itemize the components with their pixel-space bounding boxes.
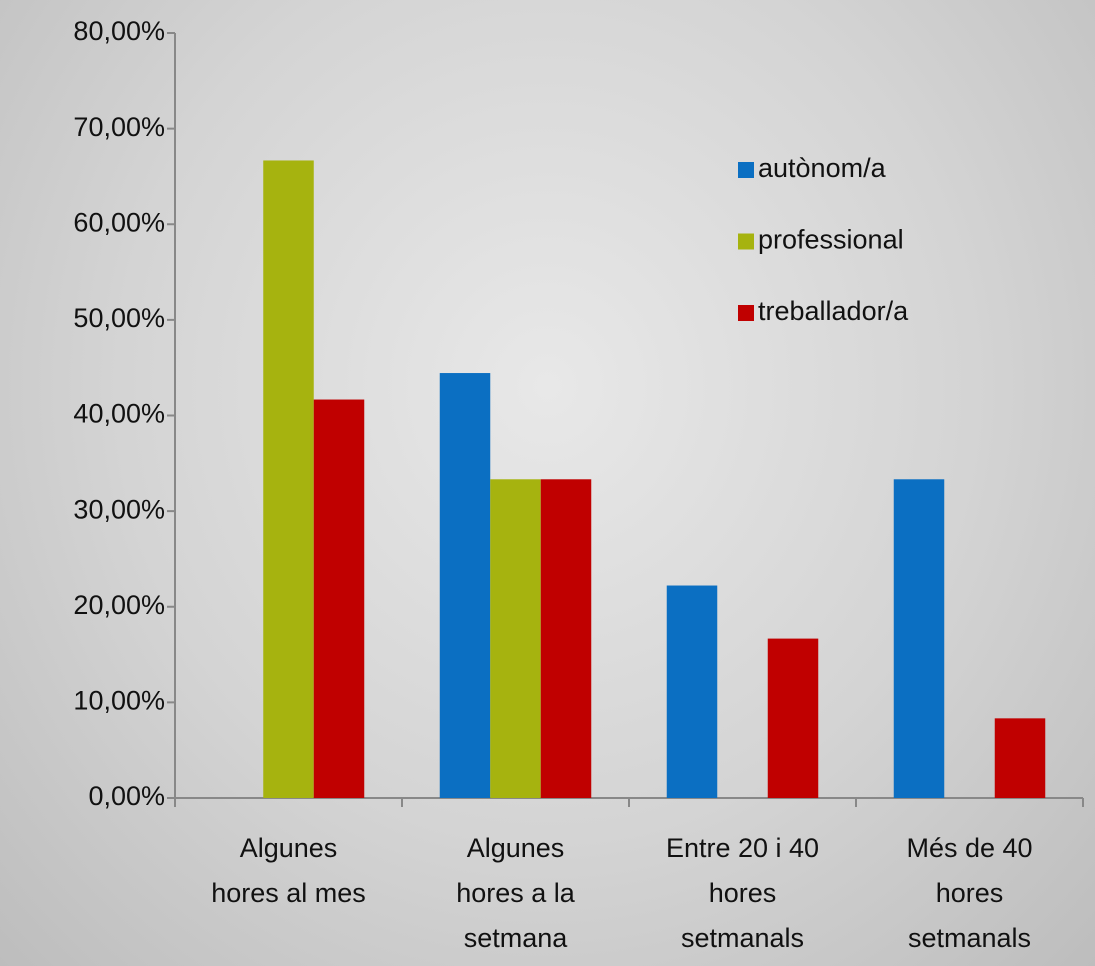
legend-label: autònom/a — [758, 153, 887, 183]
x-tick-label: hores al mes — [211, 878, 366, 908]
x-tick-label: setmanals — [681, 923, 804, 953]
bar — [994, 718, 1046, 798]
legend-swatch — [738, 162, 754, 178]
y-tick-label: 70,00% — [73, 112, 165, 142]
y-tick-label: 10,00% — [73, 686, 165, 716]
x-tick-label: Més de 40 — [906, 833, 1032, 863]
legend-label: professional — [758, 225, 904, 255]
bar — [439, 373, 491, 798]
bar — [666, 585, 718, 798]
y-tick-label: 30,00% — [73, 494, 165, 524]
x-tick-label: hores a la — [456, 878, 576, 908]
x-tick-label: setmanals — [908, 923, 1031, 953]
bar — [540, 479, 592, 798]
x-tick-label: hores — [936, 878, 1004, 908]
y-tick-label: 80,00% — [73, 16, 165, 46]
y-tick-label: 40,00% — [73, 399, 165, 429]
bar — [490, 479, 541, 798]
bar — [767, 638, 819, 798]
x-tick-label: hores — [709, 878, 777, 908]
x-tick-label: setmana — [464, 923, 569, 953]
legend-swatch — [738, 305, 754, 321]
y-tick-label: 0,00% — [88, 781, 165, 811]
x-tick-label: Entre 20 i 40 — [666, 833, 819, 863]
legend-swatch — [738, 233, 754, 250]
y-tick-label: 20,00% — [73, 590, 165, 620]
y-tick-label: 60,00% — [73, 207, 165, 237]
legend-label: treballador/a — [758, 296, 909, 326]
x-tick-label: Algunes — [467, 833, 565, 863]
x-tick-label: Algunes — [240, 833, 338, 863]
bar — [263, 160, 314, 798]
y-tick-label: 50,00% — [73, 303, 165, 333]
bar — [893, 479, 945, 798]
bar — [313, 399, 365, 798]
